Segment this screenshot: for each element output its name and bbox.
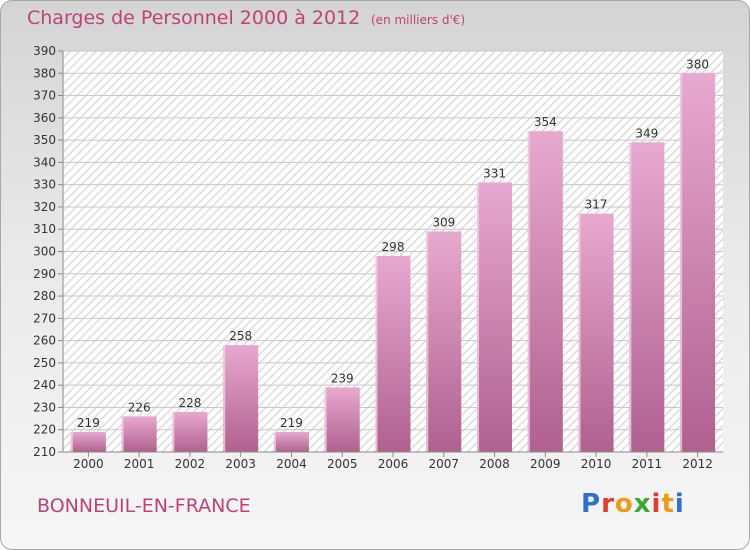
y-axis: 210 220 230 240 250 260 270 280 290 300 310 320 330 3… [33, 44, 64, 459]
bar-2007 [426, 231, 462, 452]
x-tick-label-2002: 2002 [175, 457, 206, 471]
value-label-2007: 309 [432, 215, 455, 229]
bar-highlight [324, 387, 327, 452]
y-tick-label: 290 [33, 267, 56, 281]
x-tick-label-2012: 2012 [682, 457, 713, 471]
value-label-2008: 331 [483, 166, 506, 180]
x-axis: 2000 2001 2002 2003 2004 2005 2006 2007 2008 2009… [63, 451, 723, 471]
value-label-2001: 226 [128, 400, 151, 414]
bar-2009 [527, 131, 563, 452]
bar-2003 [223, 345, 259, 452]
x-tick-label-2000: 2000 [73, 457, 104, 471]
value-label-2012: 380 [686, 57, 709, 71]
x-tick-label-2010: 2010 [581, 457, 612, 471]
x-tick-label-2009: 2009 [530, 457, 561, 471]
y-tick-label: 210 [33, 445, 56, 459]
x-tick-label-2004: 2004 [276, 457, 307, 471]
proxiti-logo: Proxiti [581, 489, 685, 519]
bar-2006 [375, 255, 411, 452]
bar-2010 [578, 213, 614, 452]
value-labels: 219 226 228 258 219 239 298 309 331 354 317 349 380 [77, 57, 709, 430]
bar-highlight [680, 73, 683, 453]
logo-letter: i [651, 489, 662, 519]
bar-2008 [477, 182, 513, 452]
value-label-2004: 219 [280, 416, 303, 430]
value-label-2009: 354 [534, 115, 557, 129]
bar-highlight [578, 213, 581, 452]
y-tick-label: 220 [33, 423, 56, 437]
x-tick-label-2006: 2006 [378, 457, 409, 471]
bar-highlight [477, 182, 480, 452]
x-tick-label-2007: 2007 [428, 457, 459, 471]
y-tick-label: 250 [33, 356, 56, 370]
logo-letter: t [661, 489, 675, 519]
y-tick-label: 300 [33, 245, 56, 259]
y-tick-label: 350 [33, 133, 56, 147]
value-label-2006: 298 [382, 240, 405, 254]
value-label-2003: 258 [229, 329, 252, 343]
value-label-2005: 239 [331, 371, 354, 385]
bar-highlight [223, 345, 226, 452]
bar-2012 [680, 73, 716, 453]
value-label-2002: 228 [178, 396, 201, 410]
y-tick-label: 280 [33, 289, 56, 303]
logo-letter: r [601, 489, 615, 519]
bar-2004 [273, 431, 309, 452]
y-tick-label: 230 [33, 400, 56, 414]
bar-2005 [324, 387, 360, 452]
bar-highlight [273, 431, 276, 452]
commune-name: BONNEUIL-EN-FRANCE [37, 495, 251, 517]
y-tick-label: 360 [33, 111, 56, 125]
y-tick-label: 380 [33, 66, 56, 80]
bar-highlight [375, 255, 378, 452]
x-tick-label-2003: 2003 [225, 457, 256, 471]
bar-highlight [172, 411, 175, 452]
logo-letter: P [581, 489, 602, 519]
bar-highlight [70, 431, 73, 452]
logo-letter: o [614, 489, 634, 519]
value-label-2011: 349 [635, 126, 658, 140]
x-tick-label-2008: 2008 [479, 457, 510, 471]
x-tick-label-2011: 2011 [632, 457, 663, 471]
y-tick-label: 370 [33, 89, 56, 103]
bars [70, 73, 716, 453]
y-tick-label: 310 [33, 222, 56, 236]
y-tick-label: 390 [33, 44, 56, 58]
chart-subtitle: (en milliers d'€) [371, 13, 466, 27]
x-tick-label-2001: 2001 [124, 457, 155, 471]
y-tick-label: 270 [33, 311, 56, 325]
bar-highlight [426, 231, 429, 452]
bar-highlight [629, 142, 632, 453]
logo-letter: i [674, 489, 685, 519]
y-tick-label: 330 [33, 178, 56, 192]
y-tick-label: 240 [33, 378, 56, 392]
value-label-2000: 219 [77, 416, 100, 430]
y-tick-label: 340 [33, 155, 56, 169]
logo-letter: x [633, 489, 652, 519]
value-label-2010: 317 [585, 198, 608, 212]
chart-title: Charges de Personnel 2000 à 2012 [27, 7, 361, 29]
bar-2000 [70, 431, 106, 452]
bar-2011 [629, 142, 665, 453]
y-tick-label: 320 [33, 200, 56, 214]
bar-highlight [527, 131, 530, 452]
bar-2002 [172, 411, 208, 452]
y-tick-label: 260 [33, 334, 56, 348]
bar-2001 [121, 416, 157, 452]
x-tick-label-2005: 2005 [327, 457, 358, 471]
bar-highlight [121, 416, 124, 452]
